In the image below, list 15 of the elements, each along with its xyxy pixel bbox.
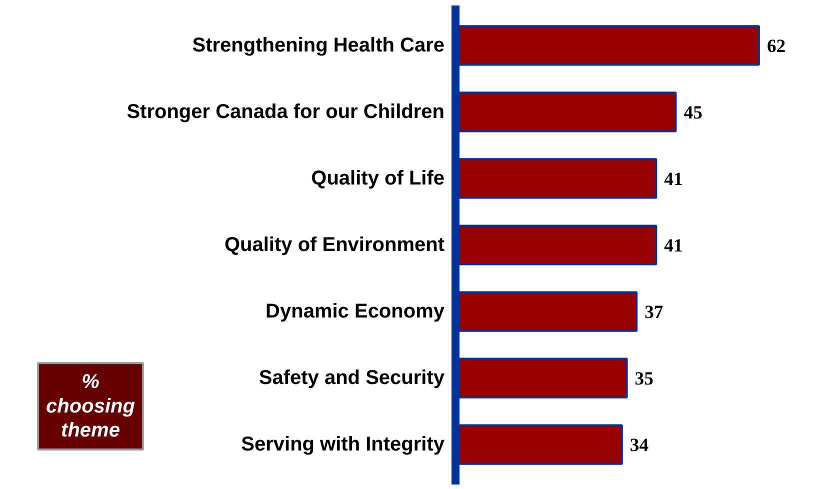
text: % choosing theme (46, 371, 135, 442)
data-label: 41 (664, 168, 683, 190)
data-label: 45 (684, 102, 702, 124)
y-tick-label: Dynamic Economy (266, 300, 446, 323)
data-label: 37 (644, 302, 664, 324)
y-tick-label: Strengthening Health Care (192, 34, 445, 56)
y-tick-label: Quality of Life (311, 167, 445, 190)
y-tick-label: Serving with Integrity (241, 434, 446, 456)
y-tick-label: Quality of Environment (224, 234, 445, 256)
y-tick-label: Safety and Security (258, 367, 446, 390)
y-tick-label: Stronger Canada for our Children (126, 100, 445, 123)
data-label: 35 (634, 368, 654, 390)
data-label: 62 (766, 36, 786, 57)
data-label: 34 (630, 435, 649, 456)
data-label: 41 (664, 236, 683, 256)
